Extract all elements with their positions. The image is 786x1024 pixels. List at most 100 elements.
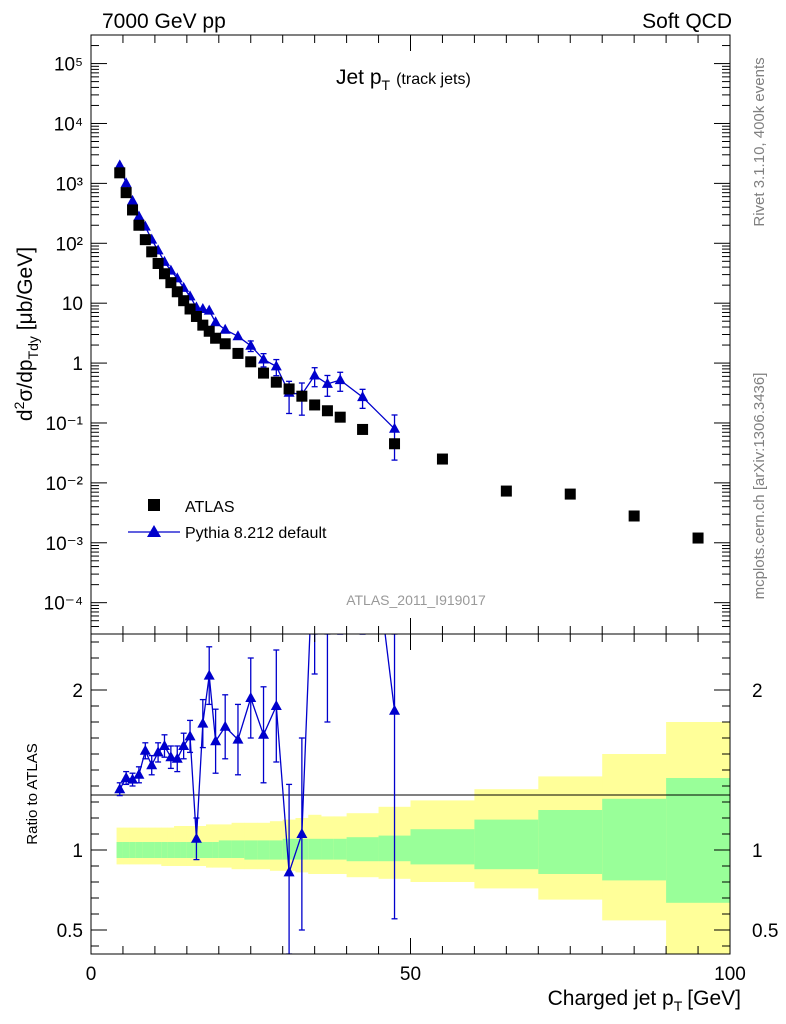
mc-point-ratio xyxy=(203,669,215,680)
band-inner xyxy=(321,838,335,860)
band-inner xyxy=(602,798,667,881)
mc-point-ratio xyxy=(210,735,222,746)
mc-point-upper xyxy=(197,302,209,313)
data-point xyxy=(436,453,448,465)
data-point xyxy=(232,347,244,359)
band-inner xyxy=(257,840,271,860)
band-inner xyxy=(161,842,169,858)
band-inner xyxy=(199,842,207,858)
data-point xyxy=(171,286,183,298)
mc-point-upper xyxy=(270,360,282,371)
y-tick-label-ratio: 0.5 xyxy=(57,921,83,942)
mc-point-ratio xyxy=(152,746,164,757)
mc-series-ratio xyxy=(114,634,401,954)
legend-atlas-marker xyxy=(148,499,160,511)
data-point xyxy=(334,411,346,423)
header-right: Soft QCD xyxy=(642,10,732,33)
band-inner xyxy=(180,842,188,858)
data-point xyxy=(184,303,196,315)
upper-ticks xyxy=(90,34,731,635)
mc-line-ratio xyxy=(119,634,396,873)
data-point xyxy=(139,234,151,246)
data-point xyxy=(133,219,145,231)
y-tick-label-upper: 10⁻³ xyxy=(46,534,84,555)
mc-point-ratio xyxy=(178,740,190,750)
band-inner xyxy=(154,842,162,858)
legend-atlas-label: ATLAS xyxy=(185,499,235,516)
y-tick-label-upper: 10³ xyxy=(56,174,83,195)
mc-point-upper xyxy=(120,177,132,188)
mc-point-upper xyxy=(219,323,231,334)
lower-tick-labels: 0.5 0.5 1 1 2 2 0 50 100 xyxy=(57,681,779,985)
mc-point-ratio xyxy=(389,704,401,715)
data-point xyxy=(628,510,640,522)
y-tick-label-ratio: 2 xyxy=(72,681,83,702)
data-point xyxy=(152,257,164,269)
band-inner xyxy=(174,842,181,858)
ratio-clipped-group xyxy=(114,634,401,954)
mc-point-upper xyxy=(232,330,244,341)
upper-tick-labels: 10⁻⁴ 10⁻³ 10⁻² 10⁻¹ 1 10 10² 10³ 10⁴ 10⁵ xyxy=(44,55,83,615)
mc-point-ratio xyxy=(270,700,282,710)
data-point xyxy=(500,485,512,497)
y-tick-label-ratio: 1 xyxy=(72,841,83,862)
mc-point-ratio xyxy=(127,773,139,784)
data-point xyxy=(178,295,190,307)
rivet-label: Rivet 3.1.10, 400k events xyxy=(751,57,768,226)
mc-point-ratio xyxy=(258,728,270,739)
mc-point-upper xyxy=(114,159,126,170)
data-point xyxy=(245,356,257,368)
band-inner xyxy=(474,819,539,870)
band-inner xyxy=(116,842,124,858)
y-tick-label-ratio-right: 0.5 xyxy=(752,921,778,942)
lower-panel: 0.5 0.5 1 1 2 2 0 50 100 Ratio to ATLAS Charged … xyxy=(24,633,779,1014)
y-tick-label-upper: 10⁻⁴ xyxy=(44,594,83,615)
y-tick-label-upper: 10⁻¹ xyxy=(46,414,84,435)
lower-frame xyxy=(90,633,731,955)
mc-point-upper xyxy=(309,369,321,380)
ratio-y-axis-label: Ratio to ATLAS xyxy=(24,743,41,844)
mc-point-upper xyxy=(133,210,145,221)
mc-point-upper xyxy=(389,422,401,433)
band-inner xyxy=(333,838,347,860)
mc-point-upper xyxy=(210,316,222,327)
mc-point-ratio xyxy=(219,720,231,731)
data-series-upper xyxy=(114,167,704,544)
mc-point-ratio xyxy=(158,740,170,750)
band-inner xyxy=(148,842,156,858)
mc-point-ratio xyxy=(296,828,308,838)
mc-series-upper xyxy=(114,159,401,461)
data-point xyxy=(120,187,132,199)
mc-point-ratio xyxy=(139,744,151,755)
data-point xyxy=(197,319,209,331)
upper-y-axis-label: d2σ/dpTdy [μb/GeV] xyxy=(11,247,41,421)
y-tick-label-upper: 10⁴ xyxy=(54,114,83,135)
band-inner xyxy=(167,842,175,858)
band-inner xyxy=(231,840,245,858)
mc-point-upper xyxy=(203,304,215,315)
y-tick-label-upper: 10² xyxy=(56,234,83,255)
header-left: 7000 GeV pp xyxy=(102,10,226,33)
mc-point-upper xyxy=(334,374,346,385)
mc-point-ratio xyxy=(165,751,177,762)
data-point xyxy=(564,488,576,500)
mc-point-upper xyxy=(357,391,369,402)
data-point xyxy=(114,167,126,179)
band-inner xyxy=(122,842,130,858)
x-tick-label: 50 xyxy=(400,964,421,985)
data-point xyxy=(270,376,282,388)
data-point xyxy=(127,204,139,216)
band-inner xyxy=(135,842,143,858)
band-inner xyxy=(129,842,137,858)
data-point xyxy=(296,390,308,402)
mc-line-upper xyxy=(119,165,395,430)
y-tick-label-upper: 10⁵ xyxy=(54,55,83,76)
data-point xyxy=(190,310,202,322)
band-inner xyxy=(186,842,194,858)
band-inner xyxy=(538,810,603,874)
legend-pythia-label: Pythia 8.212 default xyxy=(185,525,327,542)
legend-pythia-marker xyxy=(147,525,161,537)
band-inner xyxy=(218,840,232,858)
mcplots-label: mcplots.cern.ch [arXiv:1306.3436] xyxy=(751,373,768,600)
data-point xyxy=(258,367,270,379)
